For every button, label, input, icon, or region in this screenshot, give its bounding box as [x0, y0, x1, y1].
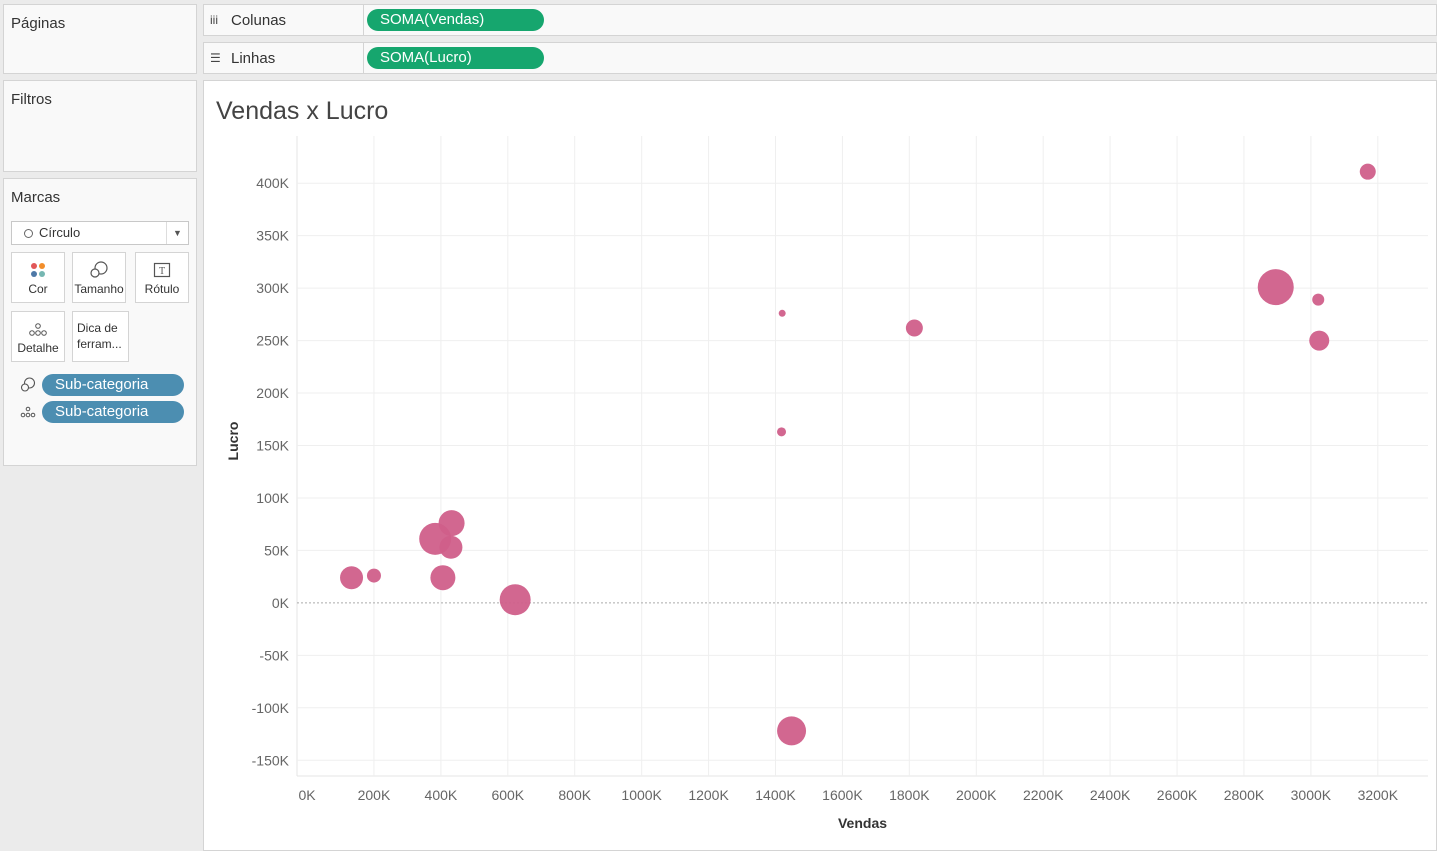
- y-tick-label: 0K: [272, 595, 290, 611]
- size-icon: [90, 261, 108, 278]
- detail-field-pill[interactable]: Sub-categoria: [42, 401, 184, 423]
- label-button-label: Rótulo: [144, 282, 180, 296]
- columns-shelf-label-area: iii Colunas: [204, 5, 364, 35]
- mark-type-dropdown[interactable]: Círculo ▼: [11, 221, 189, 245]
- x-tick-label: 1600K: [822, 787, 863, 803]
- y-tick-label: 150K: [256, 438, 289, 454]
- y-tick-label: -50K: [259, 647, 289, 663]
- data-point: [439, 535, 463, 559]
- chart-title: Vendas x Lucro: [216, 97, 389, 125]
- x-tick-label: 3000K: [1291, 787, 1332, 803]
- rows-pill[interactable]: SOMA(Lucro): [367, 47, 544, 69]
- y-tick-label: 200K: [256, 385, 289, 401]
- data-point: [1312, 293, 1325, 306]
- x-tick-label: 200K: [358, 787, 391, 803]
- rows-shelf[interactable]: ☰ Linhas SOMA(Lucro): [203, 42, 1437, 74]
- x-tick-label: 1200K: [688, 787, 729, 803]
- data-point: [777, 427, 787, 437]
- x-tick-label: 0K: [298, 787, 316, 803]
- pages-title: Páginas: [11, 15, 66, 32]
- tooltip-button-label: Dica de ferram...: [77, 321, 122, 351]
- columns-icon: iii: [210, 13, 218, 27]
- color-button[interactable]: Cor: [11, 252, 65, 303]
- x-axis-title: Vendas: [838, 815, 887, 831]
- x-tick-label: 400K: [425, 787, 458, 803]
- size-button[interactable]: Tamanho: [72, 252, 126, 303]
- x-tick-label: 800K: [558, 787, 591, 803]
- tooltip-button[interactable]: Dica de ferram...: [72, 311, 129, 362]
- y-tick-label: -150K: [252, 752, 290, 768]
- y-tick-label: 50K: [264, 542, 290, 558]
- pages-card[interactable]: Páginas: [3, 4, 197, 74]
- svg-text:T: T: [159, 266, 165, 277]
- filters-card[interactable]: Filtros: [3, 80, 197, 172]
- label-button[interactable]: T Rótulo: [135, 252, 189, 303]
- data-point: [778, 309, 786, 317]
- x-tick-label: 1800K: [889, 787, 930, 803]
- y-tick-label: -100K: [252, 700, 290, 716]
- data-point: [499, 584, 531, 616]
- y-tick-label: 400K: [256, 175, 289, 191]
- detail-icon: [29, 323, 47, 336]
- circle-icon: [24, 229, 33, 238]
- columns-label: Colunas: [231, 11, 287, 29]
- x-tick-label: 600K: [491, 787, 524, 803]
- rows-label: Linhas: [231, 49, 276, 67]
- color-dots-icon: [31, 263, 45, 277]
- x-tick-label: 2800K: [1224, 787, 1265, 803]
- x-tick-label: 2000K: [956, 787, 997, 803]
- rows-shelf-label-area: ☰ Linhas: [204, 43, 364, 73]
- data-point: [1309, 330, 1330, 351]
- data-point: [430, 565, 456, 591]
- x-tick-label: 2600K: [1157, 787, 1198, 803]
- y-tick-label: 250K: [256, 333, 289, 349]
- filters-title: Filtros: [11, 91, 52, 108]
- data-point: [366, 568, 381, 583]
- x-tick-label: 1000K: [621, 787, 662, 803]
- x-tick-label: 2400K: [1090, 787, 1131, 803]
- data-point: [777, 716, 807, 746]
- size-icon: [20, 377, 36, 392]
- mark-type-value: Círculo: [39, 225, 81, 240]
- size-field-pill[interactable]: Sub-categoria: [42, 374, 184, 396]
- detail-button[interactable]: Detalhe: [11, 311, 65, 362]
- y-tick-label: 300K: [256, 280, 289, 296]
- data-point: [1359, 163, 1376, 180]
- y-tick-label: 100K: [256, 490, 289, 506]
- x-tick-label: 3200K: [1358, 787, 1399, 803]
- columns-shelf[interactable]: iii Colunas SOMA(Vendas): [203, 4, 1437, 36]
- color-button-label: Cor: [28, 282, 48, 296]
- marks-title: Marcas: [11, 189, 61, 206]
- y-tick-label: 350K: [256, 228, 289, 244]
- label-icon: T: [153, 262, 171, 278]
- scatter-chart[interactable]: 0K 200K 400K 600K 800K 1000K 1200K 1400K 1600K 18…: [204, 81, 1436, 850]
- detail-button-label: Detalhe: [17, 341, 59, 355]
- chevron-down-icon: ▼: [166, 222, 188, 244]
- data-point: [340, 566, 364, 590]
- marks-card: Marcas Círculo ▼ Cor Tamanho T Rótulo D: [3, 178, 197, 466]
- columns-pill[interactable]: SOMA(Vendas): [367, 9, 544, 31]
- detail-icon: [20, 406, 36, 418]
- viz-pane: Vendas x Lucro 0K 200K 400K 600K 800K 1000K 12…: [203, 80, 1437, 851]
- data-point: [1257, 269, 1294, 306]
- y-axis-title: Lucro: [225, 422, 241, 461]
- size-button-label: Tamanho: [74, 282, 124, 296]
- data-point: [905, 319, 923, 337]
- x-tick-label: 1400K: [755, 787, 796, 803]
- rows-icon: ☰: [210, 51, 221, 65]
- x-tick-label: 2200K: [1023, 787, 1064, 803]
